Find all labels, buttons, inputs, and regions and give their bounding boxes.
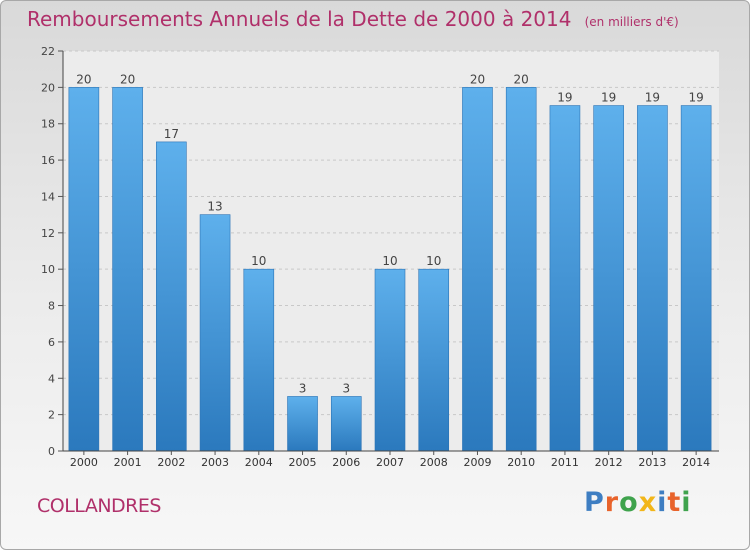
bar	[243, 268, 275, 452]
data-label: 20	[514, 72, 529, 86]
bar	[418, 268, 450, 452]
y-tick-label: 22	[41, 45, 55, 58]
bar	[199, 214, 231, 452]
data-label: 20	[120, 72, 135, 86]
bar	[462, 87, 493, 452]
y-tick-label: 14	[41, 190, 55, 203]
y-tick-label: 16	[41, 154, 55, 167]
data-label: 3	[342, 381, 350, 395]
data-label: 19	[688, 91, 703, 105]
data-label: 13	[207, 200, 222, 214]
data-label: 19	[557, 91, 572, 105]
logo-letter: r	[604, 487, 620, 518]
y-tick-label: 6	[48, 336, 55, 349]
proxiti-logo[interactable]: Proxiti	[584, 487, 692, 518]
x-tick-label: 2005	[289, 456, 317, 469]
x-tick-label: 2007	[376, 456, 404, 469]
bar	[505, 87, 537, 452]
x-tick-label: 2003	[201, 456, 229, 469]
logo-letter: i	[657, 487, 668, 518]
x-tick-label: 2010	[507, 456, 535, 469]
bar	[156, 141, 187, 452]
data-label: 17	[164, 127, 179, 141]
x-tick-labels: 2000 2001 2002 2003 2004 2005 2006 2007 2008 2009…	[70, 451, 710, 469]
bar	[112, 87, 143, 452]
commune-name: COLLANDRES	[37, 495, 161, 517]
logo-letter: i	[681, 487, 692, 518]
data-label: 19	[601, 91, 616, 105]
data-label: 19	[645, 91, 660, 105]
chart-title: Remboursements Annuels de la Dette de 20…	[27, 7, 572, 31]
x-tick-label: 2013	[638, 456, 666, 469]
x-tick-label: 2001	[114, 456, 142, 469]
bar	[593, 105, 624, 452]
y-tick-label: 20	[41, 81, 55, 94]
x-tick-label: 2008	[420, 456, 448, 469]
x-tick-label: 2004	[245, 456, 273, 469]
data-label: 10	[426, 254, 441, 268]
data-label: 20	[76, 72, 91, 86]
title-row: Remboursements Annuels de la Dette de 20…	[27, 7, 679, 31]
y-tick-label: 8	[48, 300, 55, 313]
bar	[549, 105, 581, 452]
bar	[374, 268, 406, 452]
y-tick-label: 10	[41, 263, 55, 276]
x-tick-label: 2006	[332, 456, 360, 469]
axes	[62, 51, 719, 452]
bar	[287, 396, 318, 452]
x-tick-label: 2014	[682, 456, 710, 469]
y-tick-label: 4	[48, 372, 55, 385]
logo-letter: t	[667, 487, 682, 518]
logo-letter: o	[619, 487, 639, 518]
data-label: 10	[382, 254, 397, 268]
data-label: 3	[299, 381, 307, 395]
bar	[637, 105, 668, 452]
x-tick-label: 2000	[70, 456, 98, 469]
x-tick-label: 2009	[463, 456, 491, 469]
x-tick-label: 2012	[595, 456, 623, 469]
data-labels: 20 20 17 13 10 3 3 10 10 20 20 19 19 19 19	[76, 72, 704, 395]
logo-letter: x	[638, 487, 658, 518]
y-tick-label: 12	[41, 227, 55, 240]
y-tick-label: 18	[41, 118, 55, 131]
y-tick-label: 0	[48, 445, 55, 458]
data-label: 10	[251, 254, 266, 268]
x-tick-label: 2002	[157, 456, 185, 469]
bar	[330, 396, 362, 452]
bar	[68, 87, 100, 452]
y-tick-label: 2	[48, 409, 55, 422]
y-tick-labels: 0 2 4 6 8 10 12 14 16 18 20 22	[41, 45, 63, 458]
logo-letter: P	[584, 487, 605, 518]
data-label: 20	[470, 72, 485, 86]
bars	[68, 87, 712, 452]
bar	[680, 105, 712, 452]
x-tick-label: 2011	[551, 456, 579, 469]
chart-subtitle: (en milliers d'€)	[584, 15, 679, 29]
